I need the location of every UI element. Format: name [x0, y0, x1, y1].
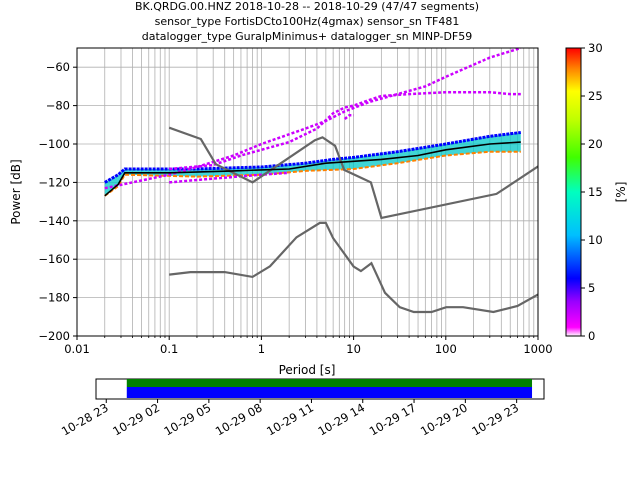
timeline-tick-label: 10-29 14 — [315, 400, 367, 438]
y-tick-label: −160 — [38, 252, 70, 266]
x-axis-label: Period [s] — [279, 363, 336, 377]
noise-model-nhnm — [168, 126, 538, 220]
colorbar-tick-label: 0 — [588, 329, 595, 343]
timeline-bar-upper — [126, 379, 533, 387]
ppsd-plot-area: 0.01 0.1 1 10 100 1000 −60 −80 −100 −120 −140 −160… — [38, 47, 553, 356]
data-coverage-timeline: 10-28 23 10-29 02 10-29 05 10-29 08 10-29 11… — [59, 378, 545, 438]
x-tick-label: 0.1 — [160, 342, 178, 356]
timeline-tick-label: 10-29 05 — [162, 400, 214, 438]
noise-model-nlnm — [169, 221, 538, 314]
mean-curve — [104, 141, 521, 197]
colorbar-tick-label: 30 — [588, 41, 603, 55]
y-tick-label: −120 — [38, 175, 70, 189]
title-line-2: sensor_type FortisDCto100Hz(4gmax) senso… — [155, 15, 460, 28]
timeline-tick-label: 10-29 08 — [213, 400, 265, 438]
colorbar-ticks: 0 5 10 15 20 25 30 — [581, 41, 603, 343]
noise-models — [168, 126, 538, 314]
x-tick-label: 10 — [346, 342, 361, 356]
x-tick-label: 1 — [258, 342, 265, 356]
x-tick-label: 100 — [435, 342, 457, 356]
timeline-tick-label: 10-28 23 — [59, 400, 111, 438]
outlier-trace — [343, 113, 354, 120]
x-axis-ticks: 0.01 0.1 1 10 100 1000 — [64, 336, 553, 356]
timeline-bar-data — [126, 387, 533, 398]
y-tick-label: −200 — [38, 329, 70, 343]
density-band-lower-edge — [104, 150, 521, 197]
timeline-tick-label: 10-29 17 — [367, 400, 419, 438]
colorbar-tick-label: 10 — [588, 233, 603, 247]
density-band-fill — [104, 132, 521, 196]
colorbar-tick-label: 15 — [588, 185, 603, 199]
colorbar-tick-label: 20 — [588, 137, 603, 151]
density-band — [104, 131, 521, 197]
y-axis-label: Power [dB] — [9, 159, 23, 224]
grid — [77, 48, 538, 336]
timeline-tick-label: 10-29 11 — [264, 400, 316, 438]
plot-background — [77, 48, 538, 336]
x-tick-label: 0.01 — [64, 342, 90, 356]
y-tick-label: −80 — [46, 99, 70, 113]
plot-frame — [76, 47, 539, 337]
y-tick-label: −180 — [38, 291, 70, 305]
title-line-3: datalogger_type GuralpMinimus+ datalogge… — [142, 30, 473, 43]
timeline-bars — [126, 379, 533, 398]
mean-curve-line — [104, 141, 521, 197]
colorbar-tick-label: 5 — [588, 281, 595, 295]
y-tick-label: −140 — [38, 214, 70, 228]
y-axis-ticks: −60 −80 −100 −120 −140 −160 −180 −200 — [38, 60, 77, 343]
colorbar: 0 5 10 15 20 25 30 [%] — [565, 41, 628, 343]
colorbar-gradient — [565, 47, 582, 337]
timeline-tick-label: 10-29 02 — [110, 400, 162, 438]
colorbar-label: [%] — [614, 182, 628, 203]
density-band-upper-edge — [104, 131, 521, 184]
outlier-trace — [169, 171, 290, 184]
timeline-ticks: 10-28 23 10-29 02 10-29 05 10-29 08 10-29 11… — [59, 399, 521, 438]
timeline-tick-label: 10-29 20 — [418, 400, 470, 438]
timeline-tick-label: 10-29 23 — [469, 400, 521, 438]
y-tick-label: −100 — [38, 137, 70, 151]
title-line-1: BK.QRDG.00.HNZ 2018-10-28 -- 2018-10-29 … — [135, 0, 479, 13]
x-tick-label: 1000 — [523, 342, 552, 356]
y-tick-label: −60 — [46, 60, 70, 74]
colorbar-tick-label: 25 — [588, 89, 603, 103]
